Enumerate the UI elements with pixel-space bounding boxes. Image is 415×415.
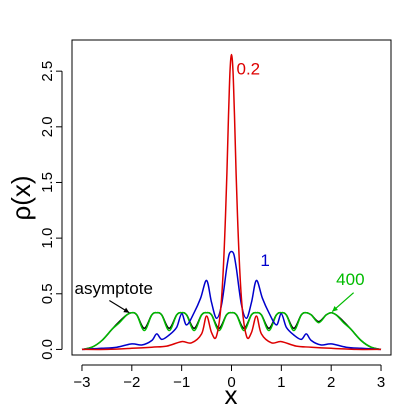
- y-axis: 0.0 0.5 1.0 1.5 2.0 2.5: [39, 61, 63, 360]
- x-tick-label: 0: [227, 374, 235, 391]
- y-tick-label: 0.5: [39, 283, 56, 304]
- y-tick-label: 2.5: [39, 61, 56, 82]
- y-tick-label: 0.0: [39, 339, 56, 360]
- series-layer: [81, 53, 382, 351]
- annotation-0-2: 0.2: [236, 60, 260, 79]
- x-tick-label: −2: [123, 374, 140, 391]
- x-tick-label: 3: [377, 374, 385, 391]
- x-tick-label: −3: [73, 374, 90, 391]
- series-400-arrow-head: [332, 306, 338, 312]
- x-tick-label: 2: [327, 374, 335, 391]
- annotation-1: 1: [260, 251, 269, 270]
- x-axis-title: x: [225, 380, 238, 410]
- series-line-asymptote: [81, 311, 382, 351]
- asymptote-arrow-head: [123, 307, 130, 313]
- annotation-layer: 0.2 1 400 asymptote: [74, 60, 365, 314]
- y-tick-label: 1.5: [39, 172, 56, 193]
- series-line-400: [81, 311, 382, 351]
- series-line-1: [81, 250, 382, 351]
- x-tick-label: 1: [277, 374, 285, 391]
- annotation-400: 400: [336, 270, 364, 289]
- series-line-0-2: [81, 53, 382, 351]
- y-tick-label: 2.0: [39, 116, 56, 137]
- plot-frame: [71, 39, 392, 356]
- x-tick-label: −1: [173, 374, 190, 391]
- annotation-asymptote: asymptote: [74, 279, 152, 298]
- y-tick-label: 1.0: [39, 228, 56, 249]
- x-axis: −3 −2 −1 0 1 2 3: [73, 364, 385, 391]
- y-axis-title: ρ(x): [6, 175, 36, 220]
